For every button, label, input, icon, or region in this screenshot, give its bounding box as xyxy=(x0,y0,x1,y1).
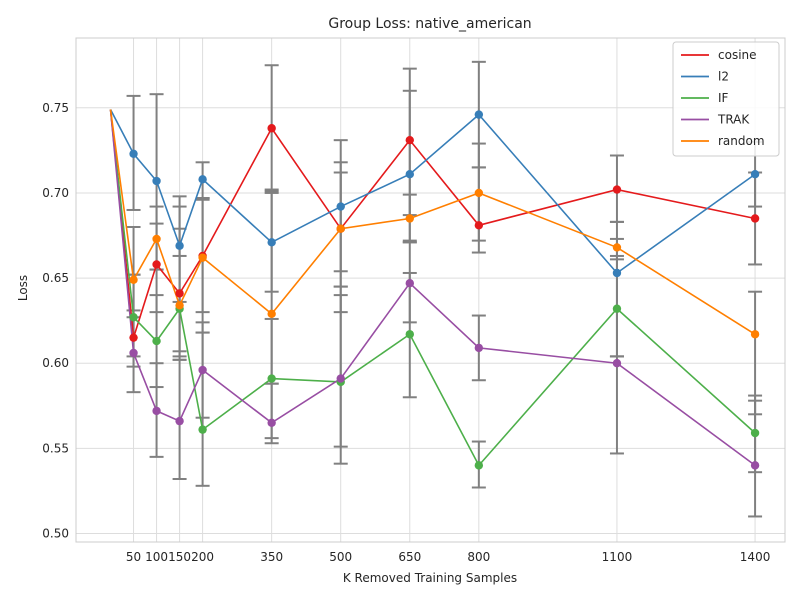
data-point-TRAK xyxy=(267,418,276,428)
x-tick-label: 200 xyxy=(191,550,214,564)
data-point-IF xyxy=(267,374,276,383)
x-tick-label: 350 xyxy=(260,550,283,564)
plot-frame xyxy=(75,37,786,543)
data-point-TRAK xyxy=(152,406,161,416)
data-point-random xyxy=(129,275,138,284)
x-tick-label: 1400 xyxy=(740,550,771,564)
y-tick-label: 0.55 xyxy=(42,441,69,455)
data-point-l2 xyxy=(405,170,414,179)
x-tick-label: 500 xyxy=(329,550,352,564)
data-point-TRAK xyxy=(750,461,760,470)
data-point-random xyxy=(336,224,345,233)
data-point-l2 xyxy=(267,238,276,247)
data-point-l2 xyxy=(175,241,184,250)
data-point-cosine xyxy=(267,124,276,133)
legend-box xyxy=(672,41,780,157)
data-point-cosine xyxy=(750,214,760,223)
series-points xyxy=(129,110,760,470)
y-tick-label: 0.60 xyxy=(42,356,69,370)
data-point-TRAK xyxy=(129,348,138,358)
data-point-TRAK xyxy=(405,278,414,288)
data-point-IF xyxy=(152,336,161,346)
data-point-random xyxy=(267,309,276,319)
y-tick-labels: 0.50 0.55 0.60 0.65 0.70 0.75 xyxy=(42,101,69,541)
x-tick-label: 800 xyxy=(467,550,490,564)
data-point-cosine xyxy=(175,289,184,298)
data-point-TRAK xyxy=(336,374,345,383)
x-tick-labels: 50 100 150 200 350 500 650 800 1100 1400 xyxy=(126,550,770,564)
data-point-IF xyxy=(129,313,138,322)
data-point-cosine xyxy=(474,221,484,230)
legend-label-TRAK: TRAK xyxy=(717,113,750,127)
data-point-l2 xyxy=(612,268,622,278)
data-point-cosine xyxy=(152,260,161,269)
data-point-random xyxy=(612,243,622,252)
data-point-random xyxy=(405,214,414,223)
data-point-l2 xyxy=(750,170,760,179)
data-point-cosine xyxy=(612,185,622,194)
data-point-l2 xyxy=(152,176,161,186)
x-tick-label: 50 xyxy=(126,550,141,564)
data-point-l2 xyxy=(198,175,207,184)
y-tick-label: 0.70 xyxy=(42,186,69,200)
x-tick-label: 650 xyxy=(398,550,421,564)
x-tick-label: 1100 xyxy=(602,550,633,564)
legend: cosine l2 IF TRAK random xyxy=(672,41,780,157)
legend-label-IF: IF xyxy=(718,91,729,105)
data-point-TRAK xyxy=(612,359,622,368)
data-point-IF xyxy=(750,428,760,438)
y-axis-label: Loss xyxy=(16,275,30,301)
data-point-IF xyxy=(474,461,484,470)
data-point-TRAK xyxy=(175,416,184,426)
y-tick-label: 0.75 xyxy=(42,101,69,115)
x-tick-label: 150 xyxy=(168,550,191,564)
data-point-random xyxy=(474,188,484,198)
data-point-l2 xyxy=(336,202,345,211)
data-point-random xyxy=(175,301,184,310)
data-point-random xyxy=(198,253,207,262)
legend-label-cosine: cosine xyxy=(718,48,757,62)
data-point-l2 xyxy=(129,149,138,158)
data-point-IF xyxy=(405,330,414,339)
data-point-l2 xyxy=(474,110,484,119)
data-point-random xyxy=(750,330,760,339)
legend-label-random: random xyxy=(718,134,765,148)
x-tick-label: 100 xyxy=(145,550,168,564)
data-point-IF xyxy=(612,304,622,313)
data-point-cosine xyxy=(405,135,414,145)
x-axis-label: K Removed Training Samples xyxy=(343,571,517,585)
y-tick-label: 0.65 xyxy=(42,271,69,285)
data-point-TRAK xyxy=(474,343,484,353)
data-point-cosine xyxy=(129,333,138,342)
y-tick-label: 0.50 xyxy=(42,526,69,540)
data-point-IF xyxy=(198,425,207,434)
data-point-random xyxy=(152,234,161,244)
data-point-TRAK xyxy=(198,365,207,375)
legend-label-l2: l2 xyxy=(718,70,729,84)
chart-title: Group Loss: native_american xyxy=(328,16,531,32)
